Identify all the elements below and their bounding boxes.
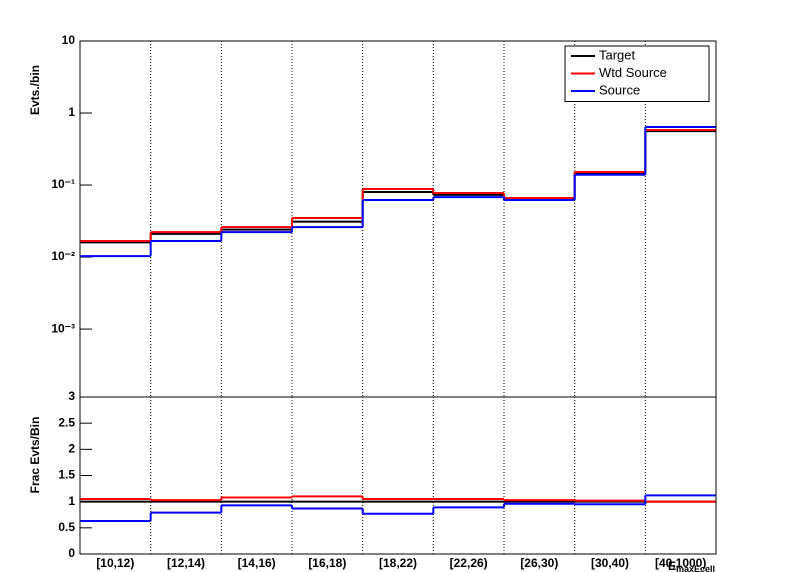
y-axis-title: Frac Evts/Bin [28, 417, 42, 494]
x-tick-label: [16,18) [308, 556, 346, 570]
x-tick-label: [22,26) [450, 556, 488, 570]
x-tick-label: [40,1000) [655, 556, 706, 570]
y-tick-label: 10⁻³ [51, 321, 75, 335]
x-tick-label: [10,12) [96, 556, 134, 570]
frame [79, 396, 717, 555]
x-axis-title: EmaxEcell [668, 559, 715, 572]
x-tick-label: [14,16) [238, 556, 276, 570]
x-tick-label: [30,40) [591, 556, 629, 570]
legend: Target Wtd Source Source [564, 45, 710, 102]
y-tick-label: 3 [68, 389, 75, 403]
y-tick-label: 1 [68, 494, 75, 508]
x-axis-title-main: E [668, 559, 676, 572]
y-tick-label: 0.5 [58, 520, 75, 534]
y-tick-label: 10⁻¹ [51, 177, 75, 191]
x-tick-label: [18,22) [379, 556, 417, 570]
y-tick-label: 1 [68, 105, 75, 119]
x-tick-label: [26,30) [520, 556, 558, 570]
y-tick-label: 1.5 [58, 468, 75, 482]
x-tick-label: [12,14) [167, 556, 205, 570]
legend-label: Source [599, 82, 640, 97]
y-axis-title: Evts./bin [28, 65, 42, 115]
legend-label: Wtd Source [599, 65, 667, 80]
y-tick-label: 0 [68, 546, 75, 560]
y-tick-label: 10 [62, 33, 76, 47]
y-tick-label: 2.5 [58, 415, 75, 429]
legend-label: Target [599, 47, 636, 62]
x-axis-title-sub: maxEcell [676, 564, 715, 572]
y-tick-label: 10⁻² [51, 249, 75, 263]
y-tick-label: 2 [68, 442, 75, 456]
